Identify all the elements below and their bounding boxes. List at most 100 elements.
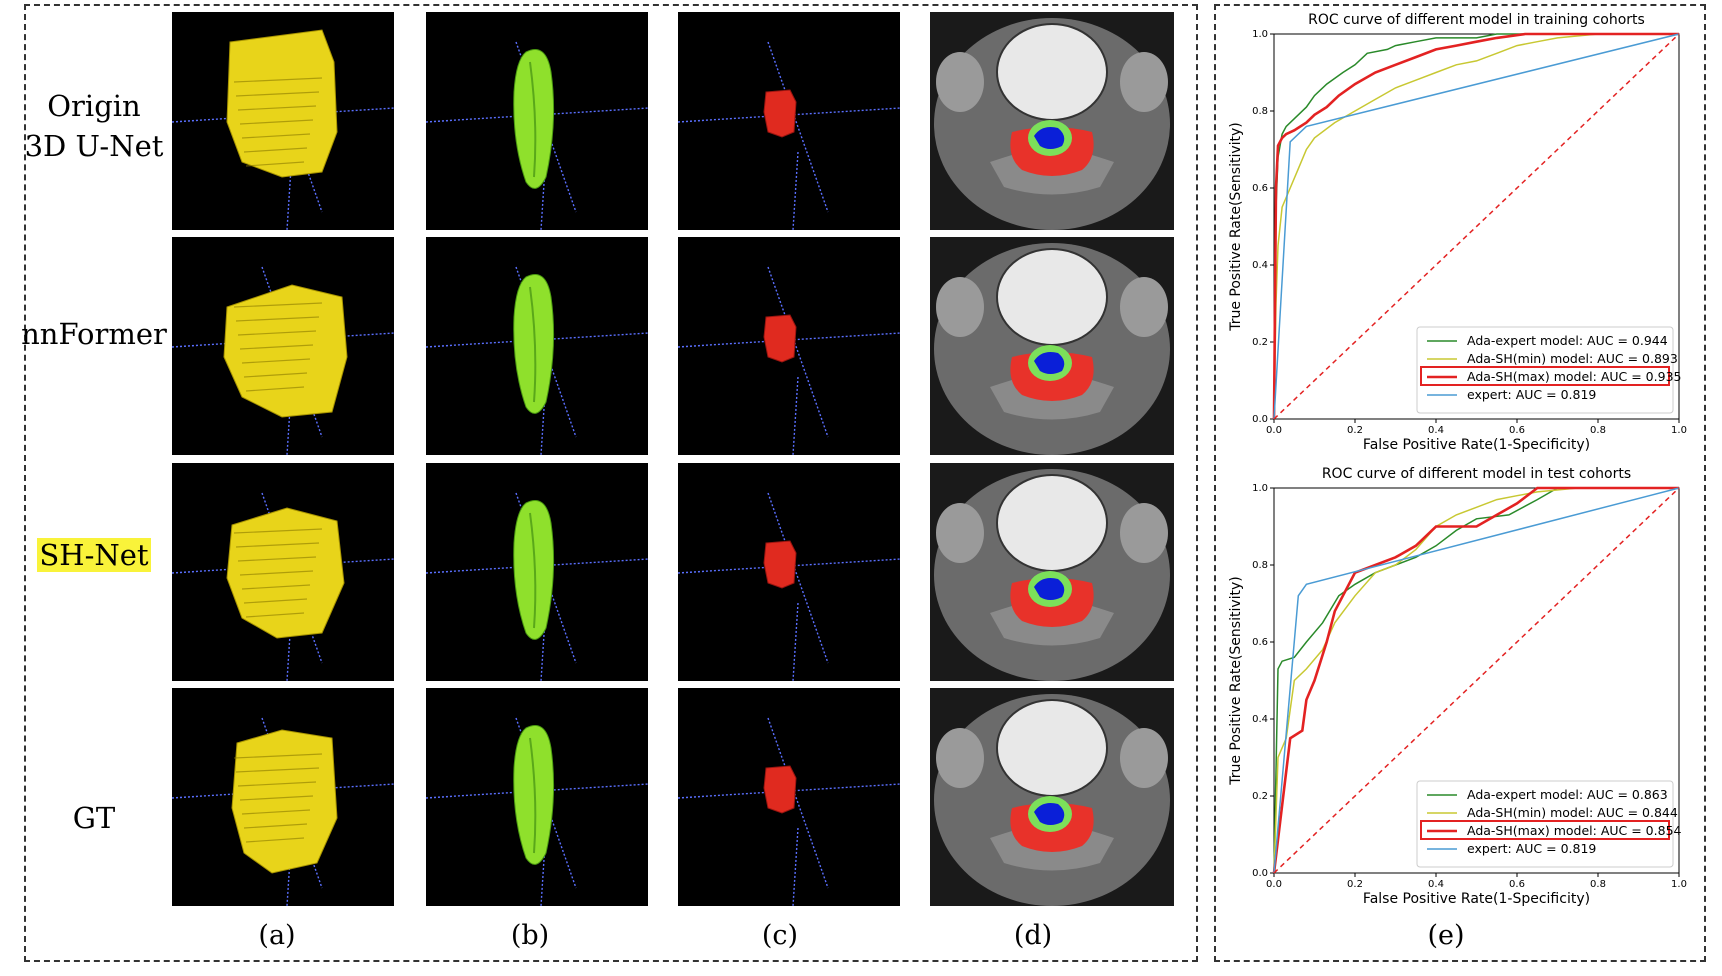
y-tick-label: 0.4 xyxy=(1252,260,1268,271)
x-tick-label: 0.6 xyxy=(1509,425,1525,436)
roc-line-2 xyxy=(1272,32,1679,420)
x-tick-label: 0.2 xyxy=(1347,425,1363,436)
axis-lines xyxy=(678,492,900,681)
mri-slice-image xyxy=(930,688,1174,906)
legend-entry: Ada-expert model: AUC = 0.863 xyxy=(1467,787,1668,802)
roc-line-1 xyxy=(1273,487,1679,874)
y-tick-label: 0.8 xyxy=(1252,106,1268,117)
yellow-volume-shape xyxy=(223,284,348,418)
x-tick-label: 0.0 xyxy=(1266,425,1282,436)
x-tick-label: 1.0 xyxy=(1671,879,1687,890)
row-label-gt: GT xyxy=(72,801,116,835)
y-tick-label: 0.6 xyxy=(1252,183,1268,194)
chart-title: ROC curve of different model in test coh… xyxy=(1322,466,1631,482)
diagonal-reference-line xyxy=(1273,33,1680,420)
x-tick-label: 1.0 xyxy=(1671,425,1687,436)
image-gt-yellow-volume xyxy=(172,688,394,906)
y-tick-label: 0.6 xyxy=(1252,637,1268,648)
green-volume-shape xyxy=(513,725,555,865)
row-label-sh-net: SH-Net xyxy=(37,538,151,572)
image-shnet-mri-slice xyxy=(930,463,1174,681)
plot-area xyxy=(1273,33,1680,420)
segmentation-overlay xyxy=(1010,796,1094,852)
x-tick-label: 0.4 xyxy=(1428,425,1444,436)
legend-entry: expert: AUC = 0.819 xyxy=(1467,841,1596,856)
image-shnet-green-volume xyxy=(426,463,648,681)
image-origin-green-volume xyxy=(426,12,648,230)
row-label-origin-3d-unet: Origin 3D U-Net xyxy=(24,89,164,163)
segmentation-overlay xyxy=(1010,345,1094,401)
y-axis-label: True Positive Rate(Sensitivity) xyxy=(1228,576,1244,786)
red-volume-shape xyxy=(763,540,797,589)
roc-chart-training: ROC curve of different model in training… xyxy=(1222,8,1702,458)
image-gt-mri-slice xyxy=(930,688,1174,906)
left-panel-frame xyxy=(24,4,1198,962)
x-tick-label: 0.4 xyxy=(1428,879,1444,890)
row-label-nnformer: nnFormer xyxy=(21,317,167,351)
roc-line-3 xyxy=(1273,33,1680,420)
plot-area xyxy=(1273,487,1680,874)
roc-line-2 xyxy=(1272,486,1679,874)
image-origin-yellow-volume xyxy=(172,12,394,230)
legend: Ada-expert model: AUC = 0.863 Ada-SH(min)… xyxy=(1416,780,1682,868)
y-tick-label: 1.0 xyxy=(1252,29,1268,40)
x-tick-label: 0.8 xyxy=(1590,425,1606,436)
right-panel-frame xyxy=(1214,4,1706,962)
roc-line-3 xyxy=(1273,487,1680,874)
yellow-volume-shape xyxy=(226,507,345,639)
red-volume-shape xyxy=(763,89,797,138)
yellow-volume-shape xyxy=(231,729,338,874)
yellow-volume-shape xyxy=(226,29,338,178)
axis-lines xyxy=(678,41,900,230)
x-axis-label: False Positive Rate(1-Specificity) xyxy=(1363,437,1590,453)
image-shnet-yellow-volume xyxy=(172,463,394,681)
x-axis-label: False Positive Rate(1-Specificity) xyxy=(1363,891,1590,907)
y-tick-label: 0.4 xyxy=(1252,714,1268,725)
column-label-b: (b) xyxy=(510,920,550,951)
image-origin-mri-slice xyxy=(930,12,1174,230)
legend-entry: Ada-SH(min) model: AUC = 0.844 xyxy=(1467,805,1678,820)
image-gt-red-volume xyxy=(678,688,900,906)
image-nnformer-mri-slice xyxy=(930,237,1174,455)
image-gt-green-volume xyxy=(426,688,648,906)
green-volume-shape xyxy=(513,500,555,640)
legend: Ada-expert model: AUC = 0.944 Ada-SH(min)… xyxy=(1416,326,1681,414)
y-tick-label: 0.0 xyxy=(1252,868,1268,879)
legend-entry: expert: AUC = 0.819 xyxy=(1467,387,1596,402)
legend-entry: Ada-expert model: AUC = 0.944 xyxy=(1467,333,1668,348)
image-nnformer-green-volume xyxy=(426,237,648,455)
diagonal-reference-line xyxy=(1273,487,1680,874)
x-tick-label: 0.0 xyxy=(1266,879,1282,890)
legend-entry: Ada-SH(max) model: AUC = 0.935 xyxy=(1467,369,1681,384)
red-volume-shape xyxy=(763,314,797,363)
y-tick-label: 0.0 xyxy=(1252,414,1268,425)
red-volume-shape xyxy=(763,765,797,814)
roc-chart-test: ROC curve of different model in test coh… xyxy=(1222,462,1702,912)
y-tick-label: 0.2 xyxy=(1252,337,1268,348)
image-shnet-red-volume xyxy=(678,463,900,681)
roc-line-1 xyxy=(1273,33,1679,420)
y-tick-label: 0.2 xyxy=(1252,791,1268,802)
green-volume-shape xyxy=(513,49,555,189)
segmentation-overlay xyxy=(1010,120,1094,176)
legend-entry: Ada-SH(min) model: AUC = 0.893 xyxy=(1467,351,1678,366)
column-label-d: (d) xyxy=(1013,920,1053,951)
y-tick-label: 1.0 xyxy=(1252,483,1268,494)
column-label-e: (e) xyxy=(1427,920,1465,951)
x-tick-label: 0.6 xyxy=(1509,879,1525,890)
x-tick-label: 0.8 xyxy=(1590,879,1606,890)
legend-entry: Ada-SH(max) model: AUC = 0.854 xyxy=(1467,823,1682,838)
segmentation-overlay xyxy=(1010,571,1094,627)
column-label-c: (c) xyxy=(761,920,799,951)
axis-lines xyxy=(678,266,900,455)
column-label-a: (a) xyxy=(258,920,296,951)
x-tick-label: 0.2 xyxy=(1347,879,1363,890)
axis-lines xyxy=(678,717,900,906)
green-volume-shape xyxy=(513,274,555,414)
image-nnformer-yellow-volume xyxy=(172,237,394,455)
legend-highlight-box xyxy=(1420,366,1670,386)
image-origin-red-volume xyxy=(678,12,900,230)
roc-line-0 xyxy=(1273,33,1679,420)
chart-title: ROC curve of different model in training… xyxy=(1308,12,1645,28)
legend-highlight-box xyxy=(1420,820,1670,840)
